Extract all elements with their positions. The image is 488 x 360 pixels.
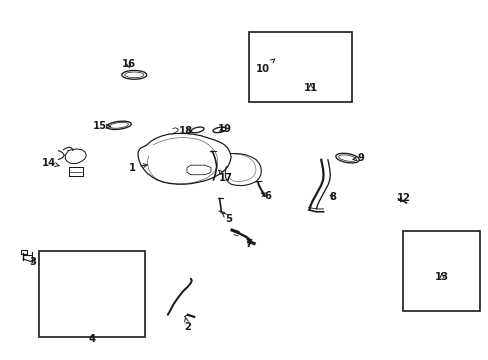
Text: 3: 3 — [29, 257, 36, 267]
Text: 18: 18 — [179, 126, 193, 136]
Text: 7: 7 — [245, 239, 252, 248]
Text: 13: 13 — [434, 272, 448, 282]
Text: 14: 14 — [42, 158, 59, 168]
Text: 2: 2 — [184, 317, 191, 333]
Text: 19: 19 — [217, 124, 231, 134]
Text: 6: 6 — [261, 191, 270, 201]
Text: 10: 10 — [255, 59, 274, 74]
Text: 16: 16 — [121, 59, 135, 68]
Text: 5: 5 — [222, 213, 232, 224]
Text: 11: 11 — [303, 82, 317, 93]
Text: 12: 12 — [396, 193, 410, 203]
Text: 8: 8 — [329, 192, 336, 202]
Bar — [402, 231, 479, 311]
Text: 17: 17 — [218, 170, 233, 183]
Text: 9: 9 — [352, 153, 363, 163]
Text: 4: 4 — [88, 334, 96, 344]
Text: 15: 15 — [93, 121, 110, 131]
Bar — [20, 250, 27, 254]
Bar — [249, 32, 351, 102]
Text: 1: 1 — [128, 163, 147, 173]
Bar — [40, 251, 144, 337]
